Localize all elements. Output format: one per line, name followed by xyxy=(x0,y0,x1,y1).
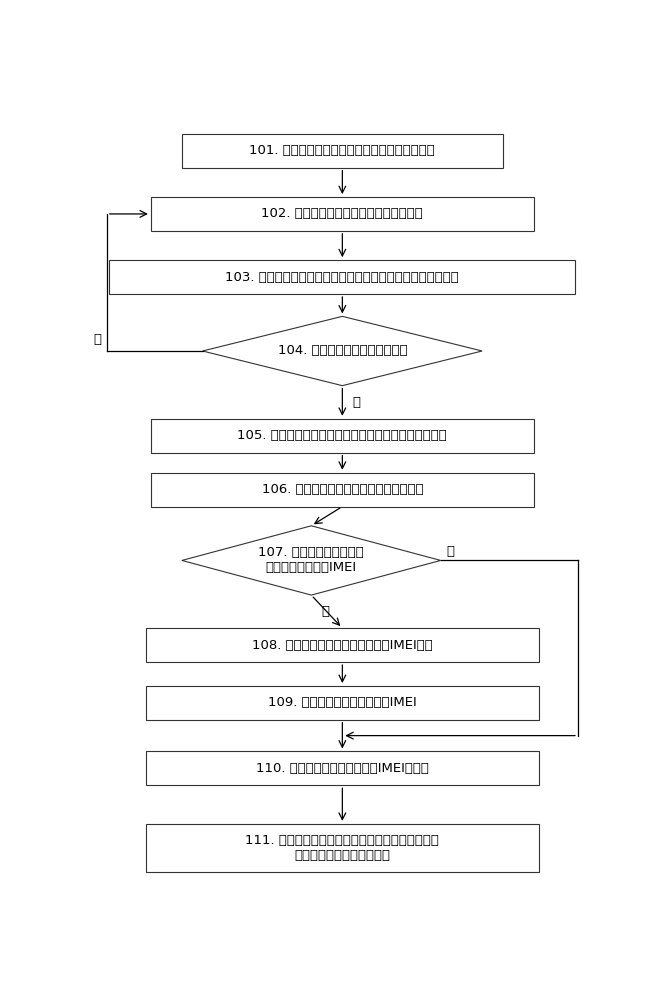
Text: 111. 基站向当前移动终端发送位置更新请求拒绝，
移动终端返回当前无线网络: 111. 基站向当前移动终端发送位置更新请求拒绝， 移动终端返回当前无线网络 xyxy=(245,834,440,862)
Bar xyxy=(182,134,503,168)
Bar xyxy=(146,686,539,720)
Text: 105. 基站接收位置更新请求、并获取当前移动终端标识: 105. 基站接收位置更新请求、并获取当前移动终端标识 xyxy=(238,429,447,442)
Bar xyxy=(151,473,534,507)
Text: 108. 基站向当前移动终端发送上报IMEI请求: 108. 基站向当前移动终端发送上报IMEI请求 xyxy=(252,639,433,652)
Text: 是: 是 xyxy=(446,545,454,558)
Bar xyxy=(151,197,534,231)
Bar xyxy=(146,824,539,872)
Bar xyxy=(146,751,539,785)
Text: 是: 是 xyxy=(353,396,361,409)
Text: 否: 否 xyxy=(322,605,329,618)
Text: 103. 移动终端在没有通信业务时主动向基站发送位置更新请求: 103. 移动终端在没有通信业务时主动向基站发送位置更新请求 xyxy=(226,271,459,284)
Text: 110. 基站获取当前移动终端的IMEI并存储: 110. 基站获取当前移动终端的IMEI并存储 xyxy=(256,762,429,775)
Text: 107. 获取的移动终端标识
是否为移动终端的IMEI: 107. 获取的移动终端标识 是否为移动终端的IMEI xyxy=(259,546,364,574)
Polygon shape xyxy=(202,316,482,386)
Text: 102. 移动终端获取基站覆盖区域内的信号: 102. 移动终端获取基站覆盖区域内的信号 xyxy=(261,207,424,220)
Bar xyxy=(110,260,575,294)
Text: 101. 基站扫描周围环境，并对自身进行相应配置: 101. 基站扫描周围环境，并对自身进行相应配置 xyxy=(249,144,436,157)
Text: 104. 位置更新请求是否发送成功: 104. 位置更新请求是否发送成功 xyxy=(277,344,407,358)
Bar xyxy=(146,628,539,662)
Text: 109. 当前移动终端上报自身的IMEI: 109. 当前移动终端上报自身的IMEI xyxy=(268,696,417,709)
Text: 否: 否 xyxy=(94,333,102,346)
Bar xyxy=(151,419,534,453)
Polygon shape xyxy=(182,526,441,595)
Text: 106. 基站解析所获取的当前移动终端标识: 106. 基站解析所获取的当前移动终端标识 xyxy=(262,483,423,496)
